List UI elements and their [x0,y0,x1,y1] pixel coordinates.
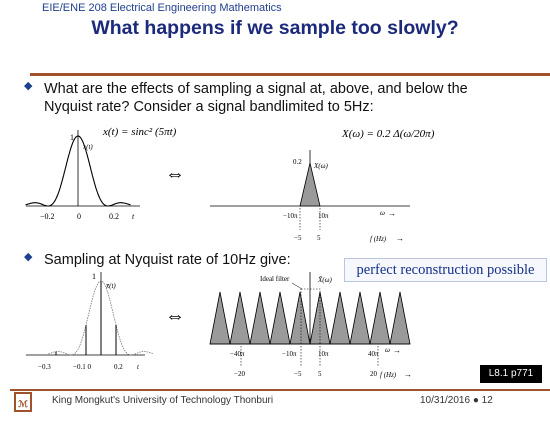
course-title: EIE/ENE 208 Electrical Engineering Mathe… [42,2,282,14]
svg-text:→: → [388,209,396,218]
footer-date-page: 10/31/2016 ● 12 [420,395,493,406]
bullet-2-text: Sampling at Nyquist rate of 10Hz give: [44,252,291,268]
time-axis-label: t [132,212,135,221]
spec-tick-hz-a: −20 [234,370,245,378]
figure-sampled-spectrum: 1 x̄(t) −0.3 −0.1 0 0.2 t ⇔ Ideal filter… [26,272,412,379]
freq-peak-label: 0.2 [293,158,302,166]
spec-tick-omega-d: 40π [368,350,379,358]
freq-tick-neg-hz: −5 [294,234,302,242]
spec-tick-hz-b: −5 [294,370,302,378]
kmutt-logo: ℳ [14,392,32,412]
sampled-tick-b: −0.1 0 [73,363,91,371]
svg-text:→: → [404,370,412,379]
time-equation: x(t) = sinc² (5πt) [102,126,177,138]
equivalence-symbol: ⇔ [165,163,185,185]
spec-axis-hz: f (Hz) [380,371,397,379]
title-divider [30,73,550,76]
sampled-ylabel: x̄(t) [105,282,116,290]
time-tick-neg: −0.2 [40,212,55,221]
freq-tick-pos-hz: 5 [317,234,321,242]
sampled-peak-label: 1 [92,272,96,281]
freq-equation: X(ω) = 0.2 Δ(ω/20π) [341,128,435,140]
slide-title: What happens if we sample too slowly? [91,17,459,39]
time-tick-pos: 0.2 [109,212,119,221]
freq-axis-omega: ω [380,209,385,217]
sampled-axis: t [137,363,140,371]
freq-axis-hz: f (Hz) [370,235,387,243]
freq-ylabel: X(ω) [313,162,329,170]
bullet-1-line-1: What are the effects of sampling a signa… [44,81,468,97]
perfect-reconstruction-callout: perfect reconstruction possible [344,258,547,282]
filter-label: Ideal filter [260,275,290,283]
footer-institution: King Mongkut's University of Technology … [52,395,274,406]
sampled-tick-a: −0.3 [38,363,51,371]
freq-tick-pos-omega: 10π [318,212,329,220]
spec-tick-omega-b: −10π [282,350,297,358]
time-peak-label: 1 [70,133,74,142]
spec-tick-omega-a: −40π [230,350,245,358]
sampled-tick-c: 0.2 [114,363,123,371]
footer-divider [10,389,550,391]
spec-tick-hz-c: 5 [318,370,322,378]
equivalence-symbol: ⇔ [165,305,185,327]
svg-text:→: → [393,346,401,355]
time-ylabel: x(t) [82,143,93,151]
svg-text:→: → [396,234,404,243]
spec-tick-hz-d: 20 [370,370,378,378]
bullet-icon: ◆ [24,80,33,92]
spectrum-ylabel: X̄(ω) [317,276,333,284]
spec-axis-omega: ω [385,346,390,354]
bullet-1-line-2: Nyquist rate? Consider a signal bandlimi… [44,99,374,115]
freq-tick-neg-omega: −10π [283,212,298,220]
bullet-icon: ◆ [24,251,33,263]
time-tick-zero: 0 [77,212,81,221]
reference-badge: L8.1 p771 [480,365,542,383]
spec-tick-omega-c: 10π [318,350,329,358]
figure-sinc-spectrum: x(t) = sinc² (5πt) 1 x(t) −0.2 0 0.2 t ⇔… [25,126,435,243]
